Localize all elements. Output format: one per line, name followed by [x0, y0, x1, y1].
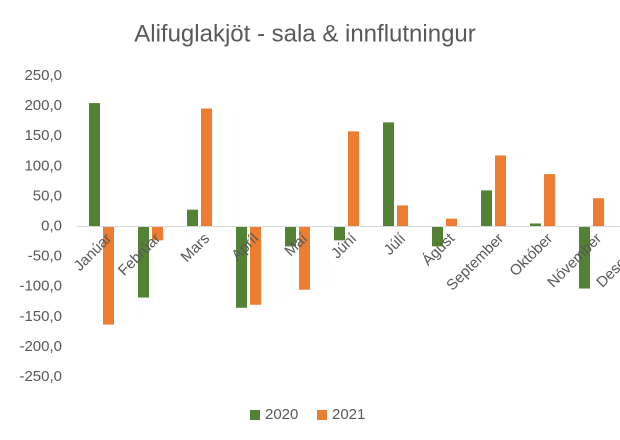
bar	[201, 108, 212, 227]
bar	[236, 226, 247, 308]
bar	[250, 226, 261, 305]
bar	[446, 218, 457, 227]
y-tick-label: 0,0	[41, 217, 62, 234]
x-tick-label: Mars	[178, 230, 214, 266]
chart-title: Alifuglakjöt - sala & innflutningur	[134, 20, 476, 47]
bar	[89, 103, 100, 227]
bar	[593, 198, 604, 227]
y-tick-label: 250,0	[24, 67, 62, 84]
x-tick-label: Júní	[328, 230, 361, 263]
bar	[299, 226, 310, 290]
y-tick-label: 150,0	[24, 127, 62, 144]
y-tick-label: -250,0	[19, 368, 62, 385]
y-tick-label: -50,0	[28, 248, 62, 265]
legend-label: 2021	[332, 406, 365, 423]
bar	[152, 226, 163, 241]
y-tick-label: -150,0	[19, 308, 62, 325]
bar	[579, 226, 590, 289]
bar	[138, 226, 149, 298]
legend-swatch	[250, 410, 260, 420]
bar	[285, 226, 296, 247]
bar	[103, 226, 114, 325]
bar	[544, 174, 555, 227]
bar	[383, 122, 394, 227]
x-tick-label: Október	[506, 230, 556, 280]
bar	[187, 209, 198, 227]
bar	[334, 226, 345, 241]
y-tick-label: 200,0	[24, 97, 62, 114]
bar	[397, 205, 408, 227]
bar	[481, 190, 492, 227]
legend-swatch	[317, 410, 327, 420]
y-tick-label: 100,0	[24, 157, 62, 174]
bar	[348, 131, 359, 227]
bar	[530, 223, 541, 227]
x-tick-label: Júlí	[381, 230, 410, 259]
y-tick-label: -200,0	[19, 338, 62, 355]
bar	[495, 155, 506, 227]
bar	[432, 226, 443, 247]
legend-label: 2020	[265, 406, 298, 423]
y-tick-label: -100,0	[19, 278, 62, 295]
y-tick-label: 50,0	[33, 187, 62, 204]
